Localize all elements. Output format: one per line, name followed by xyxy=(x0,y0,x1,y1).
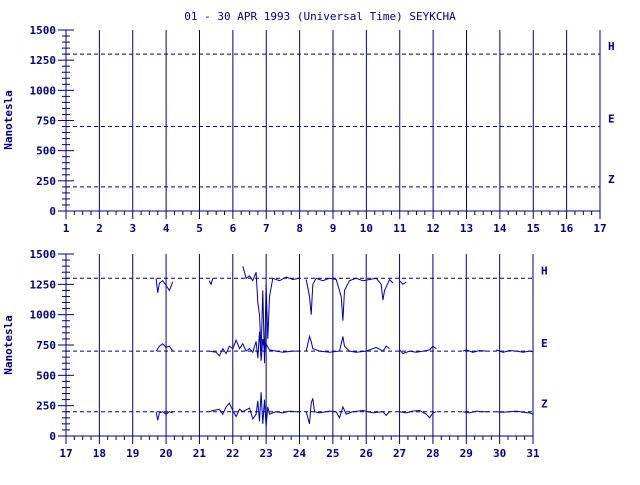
component-label-z: Z xyxy=(541,398,548,411)
x-tick-label: 20 xyxy=(159,447,172,460)
x-tick-label: 15 xyxy=(527,222,540,235)
chart-title: 01 - 30 APR 1993 (Universal Time) SEYKCH… xyxy=(184,10,456,23)
trace-h xyxy=(305,277,394,321)
trace-h xyxy=(399,280,407,285)
y-tick-label: 1000 xyxy=(30,84,57,97)
y-axis-label: Nanotesla xyxy=(2,315,15,375)
panel-bottom: 0 250 500 750 1000 1250 1500 17 18 19 20 21 22 23 24 25… xyxy=(2,248,548,460)
trace-e xyxy=(155,343,174,352)
x-tick-label: 5 xyxy=(196,222,203,235)
x-tick-label: 29 xyxy=(460,447,473,460)
x-tick-label: 17 xyxy=(593,222,606,235)
trace-z xyxy=(155,411,173,421)
y-tick-label: 750 xyxy=(36,339,56,352)
x-tick-label: 19 xyxy=(126,447,139,460)
trace-h xyxy=(155,278,174,293)
trace-e xyxy=(305,334,390,353)
y-tick-label: 250 xyxy=(36,175,56,188)
x-tick-label: 22 xyxy=(226,447,239,460)
y-tick-label: 250 xyxy=(36,400,56,413)
y-tick-label: 1500 xyxy=(30,248,57,261)
y-tick-label: 1250 xyxy=(30,278,57,291)
trace-e xyxy=(496,349,534,353)
trace-z xyxy=(496,410,534,415)
trace-h xyxy=(242,265,300,364)
x-tick-label: 30 xyxy=(493,447,506,460)
trace-h xyxy=(208,278,214,286)
y-axis-label: Nanotesla xyxy=(2,90,15,150)
x-tick-label: 28 xyxy=(426,447,439,460)
x-tick-label: 9 xyxy=(330,222,337,235)
x-tick-label: 1 xyxy=(63,222,70,235)
x-tick-label: 4 xyxy=(163,222,170,235)
trace-e xyxy=(399,345,437,355)
y-tick-label: 500 xyxy=(36,369,56,382)
x-tick-label: 24 xyxy=(293,447,307,460)
trace-e xyxy=(462,349,487,353)
y-tick-label: 1250 xyxy=(30,54,57,67)
y-tick-label: 1000 xyxy=(30,309,57,322)
trace-z xyxy=(399,409,437,419)
x-tick-label: 26 xyxy=(360,447,374,460)
x-tick-label: 21 xyxy=(193,447,207,460)
y-tick-label: 0 xyxy=(49,205,56,218)
x-tick-label: 14 xyxy=(493,222,507,235)
x-tick-label: 25 xyxy=(326,447,339,460)
component-label-e: E xyxy=(608,113,615,126)
trace-z xyxy=(305,398,390,425)
y-tick-label: 0 xyxy=(49,430,56,443)
x-tick-label: 2 xyxy=(96,222,103,235)
x-tick-label: 31 xyxy=(526,447,540,460)
y-tick-label: 1500 xyxy=(30,24,57,37)
component-label-h: H xyxy=(608,40,615,53)
x-tick-label: 7 xyxy=(263,222,270,235)
x-tick-label: 6 xyxy=(230,222,237,235)
x-tick-label: 17 xyxy=(59,447,72,460)
x-tick-label: 23 xyxy=(260,447,273,460)
x-tick-label: 10 xyxy=(360,222,373,235)
x-tick-label: 8 xyxy=(296,222,303,235)
x-tick-label: 12 xyxy=(427,222,440,235)
trace-z xyxy=(462,410,490,414)
x-tick-label: 3 xyxy=(129,222,136,235)
trace-z xyxy=(209,392,300,427)
component-label-z: Z xyxy=(608,173,615,186)
x-tick-label: 16 xyxy=(560,222,574,235)
y-tick-label: 500 xyxy=(36,145,56,158)
x-tick-label: 13 xyxy=(460,222,473,235)
x-tick-label: 27 xyxy=(393,447,406,460)
component-label-h: H xyxy=(541,264,548,277)
x-tick-label: 11 xyxy=(393,222,407,235)
trace-e xyxy=(209,331,300,361)
y-tick-label: 750 xyxy=(36,115,56,128)
x-tick-label: 18 xyxy=(93,447,106,460)
component-label-e: E xyxy=(541,337,548,350)
